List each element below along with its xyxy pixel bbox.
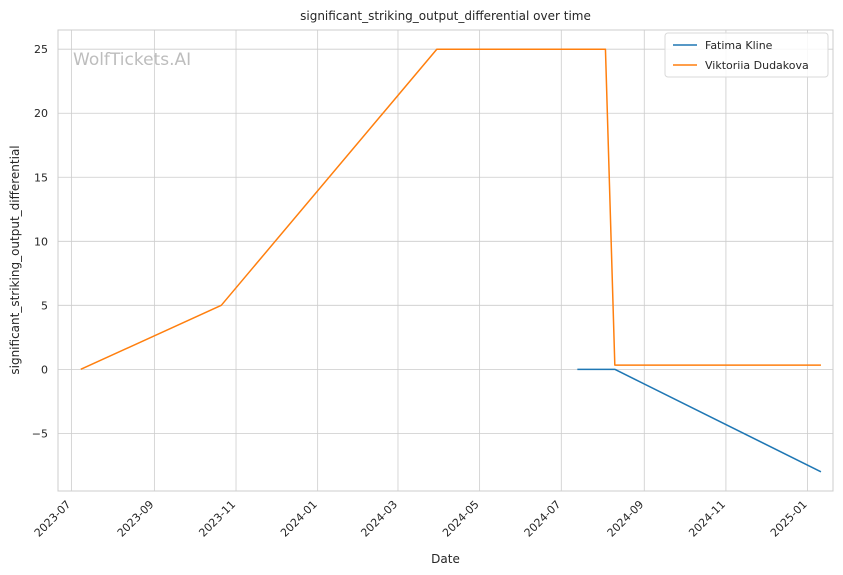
x-axis-title: Date	[431, 552, 460, 566]
y-tick-label: 20	[34, 107, 48, 120]
y-tick-label: 15	[34, 171, 48, 184]
y-tick-label: 5	[41, 299, 48, 312]
plot-background	[58, 30, 833, 491]
series-line-viktoriia-dudakova	[80, 48, 821, 371]
y-tick-label: 0	[41, 363, 48, 376]
legend-label-fatima-kline: Fatima Kline	[705, 39, 773, 52]
series-line-fatima-kline	[577, 368, 822, 473]
y-axis-title: significant_striking_output_differential	[8, 145, 22, 374]
y-tick-label: 10	[34, 235, 48, 248]
chart-title: significant_striking_output_differential…	[300, 9, 591, 23]
legend-frame	[664, 32, 829, 78]
legend-label-viktoriia-dudakova: Viktoriia Dudakova	[705, 59, 809, 72]
watermark: WolfTickets.AI	[73, 50, 191, 70]
y-tick-label: −5	[32, 427, 48, 440]
legend: Fatima Kline Viktoriia Dudakova	[664, 32, 829, 78]
y-tick-label: 25	[34, 43, 48, 56]
y-tick-labels: −5 0 5 10 15 20 25	[32, 43, 48, 440]
plot-area: WolfTickets.AI	[57, 29, 834, 492]
plot-frame	[57, 29, 834, 492]
series-layer	[80, 48, 822, 473]
grid	[58, 30, 833, 491]
